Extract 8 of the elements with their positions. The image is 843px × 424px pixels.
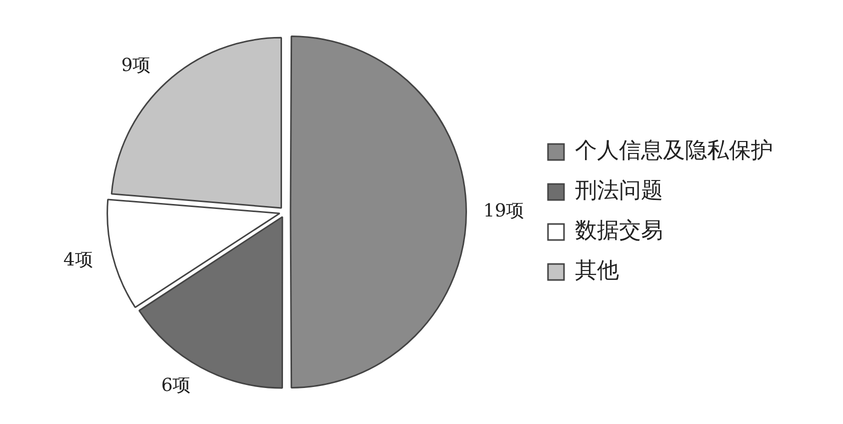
data-label: 6项 bbox=[161, 375, 191, 396]
data-label: 19项 bbox=[483, 200, 524, 222]
legend-label: 数据交易 bbox=[575, 218, 663, 244]
data-label: 9项 bbox=[121, 54, 151, 76]
data-label: 4项 bbox=[63, 249, 93, 270]
legend-label: 刑法问题 bbox=[575, 178, 663, 204]
legend-label: 其他 bbox=[575, 258, 619, 284]
legend-label: 个人信息及隐私保护 bbox=[575, 138, 773, 164]
